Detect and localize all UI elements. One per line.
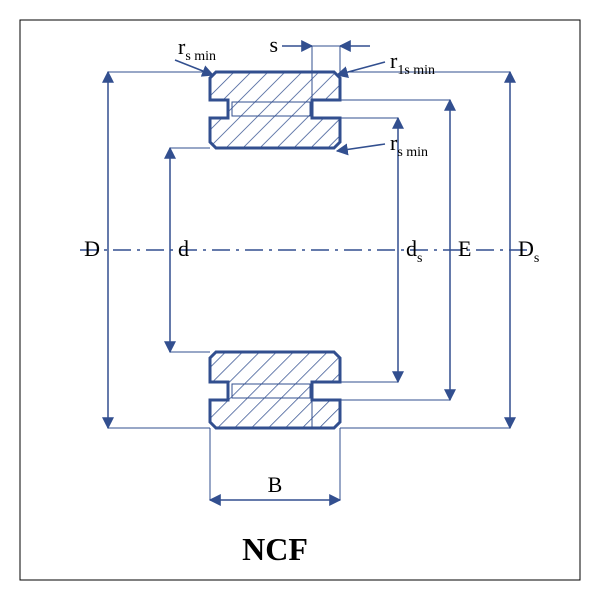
leader-rsmin (337, 144, 385, 151)
lower-races (210, 352, 340, 428)
label-Ds: Ds (518, 236, 539, 266)
label-r1smin: r1s min (390, 48, 435, 78)
diagram-title: NCF (242, 531, 308, 567)
label-s: s (269, 32, 278, 57)
label-E: E (458, 236, 471, 261)
label-rsmin: rs min (390, 130, 428, 160)
label-ds: ds (406, 236, 422, 266)
label-rsmin-left: rs min (178, 34, 216, 64)
leader-r1smin (337, 62, 385, 75)
label-d: d (178, 236, 189, 261)
upper-races (210, 72, 340, 148)
label-D: D (84, 236, 100, 261)
label-B: B (268, 472, 283, 497)
